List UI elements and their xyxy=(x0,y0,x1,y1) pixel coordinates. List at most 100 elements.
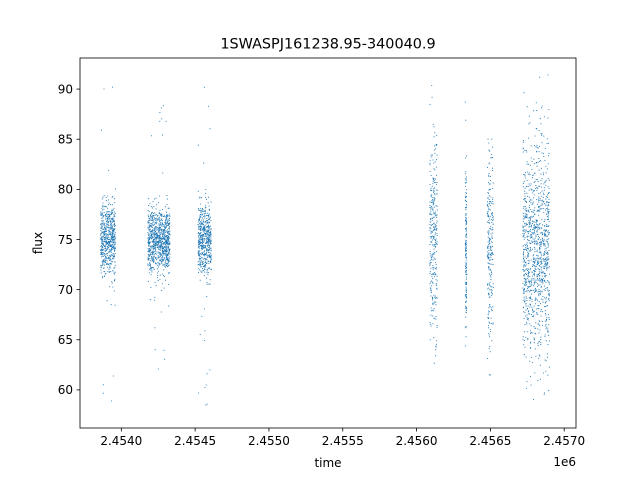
data-point xyxy=(491,154,493,156)
data-point xyxy=(100,234,102,236)
data-point xyxy=(110,248,112,250)
data-point xyxy=(547,207,549,209)
data-point xyxy=(526,318,528,320)
data-point xyxy=(100,230,102,232)
data-point xyxy=(526,291,528,293)
data-point xyxy=(198,239,200,241)
data-point xyxy=(433,206,435,208)
data-point xyxy=(169,253,171,255)
data-point xyxy=(167,239,169,241)
data-point xyxy=(539,198,541,200)
data-point xyxy=(102,238,104,240)
data-point xyxy=(545,265,547,267)
data-point xyxy=(533,221,535,223)
data-point xyxy=(543,285,545,287)
data-point xyxy=(430,295,432,297)
data-point xyxy=(465,253,467,255)
data-point xyxy=(488,230,490,232)
data-point xyxy=(154,236,156,238)
data-point xyxy=(524,281,526,283)
data-point xyxy=(205,198,208,200)
data-point xyxy=(151,271,153,273)
data-point xyxy=(523,181,525,183)
data-point xyxy=(489,284,491,286)
data-point xyxy=(158,211,160,214)
data-point xyxy=(491,271,493,273)
data-point xyxy=(525,244,527,246)
data-point xyxy=(430,287,432,289)
data-point xyxy=(159,222,161,224)
data-point xyxy=(161,260,163,262)
data-point xyxy=(147,220,149,223)
data-point xyxy=(148,254,150,256)
data-point xyxy=(434,240,436,242)
data-point xyxy=(491,170,494,172)
data-point xyxy=(164,266,167,268)
data-point xyxy=(431,309,433,311)
data-point xyxy=(150,214,152,216)
data-point xyxy=(548,317,550,319)
data-point xyxy=(531,278,533,280)
data-point xyxy=(100,237,102,239)
data-point xyxy=(530,236,532,239)
data-point xyxy=(432,304,434,306)
data-point xyxy=(541,266,543,268)
data-point xyxy=(206,262,208,264)
data-point xyxy=(167,260,169,262)
data-point xyxy=(430,280,433,282)
data-point xyxy=(540,183,542,185)
data-point xyxy=(200,214,202,216)
data-point xyxy=(204,339,206,342)
data-point xyxy=(167,244,169,246)
data-point xyxy=(540,285,542,287)
data-point xyxy=(111,221,114,223)
data-point xyxy=(150,249,152,252)
data-point xyxy=(487,254,489,256)
data-point xyxy=(206,269,208,271)
data-point xyxy=(490,245,492,247)
data-point xyxy=(528,268,530,270)
data-point xyxy=(526,256,529,258)
data-point xyxy=(147,222,149,224)
data-point xyxy=(535,128,537,130)
data-point xyxy=(539,192,541,194)
data-point xyxy=(526,215,528,217)
data-point xyxy=(523,234,525,236)
y-axis-label: flux xyxy=(31,232,45,254)
data-point xyxy=(492,197,494,199)
data-point xyxy=(536,308,538,310)
data-point xyxy=(210,220,212,222)
data-point xyxy=(113,207,115,209)
data-point xyxy=(206,240,208,242)
data-point xyxy=(543,297,545,299)
data-point xyxy=(530,235,532,237)
data-point xyxy=(433,310,435,312)
data-point xyxy=(528,211,530,213)
data-point xyxy=(103,222,105,224)
data-point xyxy=(204,244,207,247)
data-point xyxy=(540,253,542,255)
data-point xyxy=(538,145,541,147)
data-point xyxy=(538,196,540,198)
data-point xyxy=(106,300,108,302)
data-point xyxy=(107,223,109,225)
data-point xyxy=(109,267,111,269)
data-point xyxy=(157,277,159,279)
data-point xyxy=(541,255,543,257)
data-point xyxy=(541,242,543,244)
data-point xyxy=(522,220,524,223)
data-point xyxy=(528,207,530,209)
data-point xyxy=(150,219,152,221)
data-point xyxy=(103,270,105,273)
data-point xyxy=(114,201,116,204)
data-point xyxy=(157,274,159,277)
data-point xyxy=(541,190,543,192)
data-point xyxy=(203,257,205,259)
data-point xyxy=(488,310,490,313)
data-point xyxy=(538,265,540,267)
data-point xyxy=(110,263,112,265)
data-point xyxy=(164,220,166,222)
data-point xyxy=(147,257,149,259)
data-point xyxy=(546,316,548,318)
data-point xyxy=(151,256,153,258)
